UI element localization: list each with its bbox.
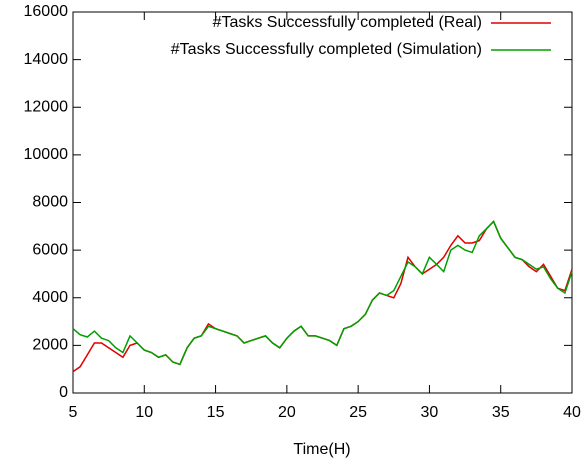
y-tick-label: 4000 (32, 289, 68, 306)
x-tick-label: 35 (492, 404, 510, 421)
x-tick-label: 40 (563, 404, 581, 421)
x-tick-label: 30 (421, 404, 439, 421)
y-tick-label: 0 (59, 384, 68, 401)
x-tick-label: 25 (349, 404, 367, 421)
data-line (72, 220, 573, 366)
y-tick-label: 14000 (24, 51, 69, 68)
x-tick-label: 10 (135, 404, 153, 421)
plot-frame (72, 11, 573, 394)
x-tick-label: 20 (278, 404, 296, 421)
legend-label: #Tasks Successfully completed (Real) (213, 14, 482, 31)
x-tick-label: 5 (69, 404, 78, 421)
y-tick-label: 8000 (32, 194, 68, 211)
data-line (72, 220, 573, 373)
y-tick-label: 12000 (24, 98, 69, 115)
x-axis-label: Time(H) (293, 441, 350, 458)
y-tick-label: 10000 (24, 146, 69, 163)
x-tick-label: 15 (207, 404, 225, 421)
y-tick-label: 2000 (32, 337, 68, 354)
y-tick-label: 6000 (32, 241, 68, 258)
y-tick-label: 16000 (24, 3, 69, 20)
legend-label: #Tasks Successfully completed (Simulatio… (171, 41, 482, 58)
